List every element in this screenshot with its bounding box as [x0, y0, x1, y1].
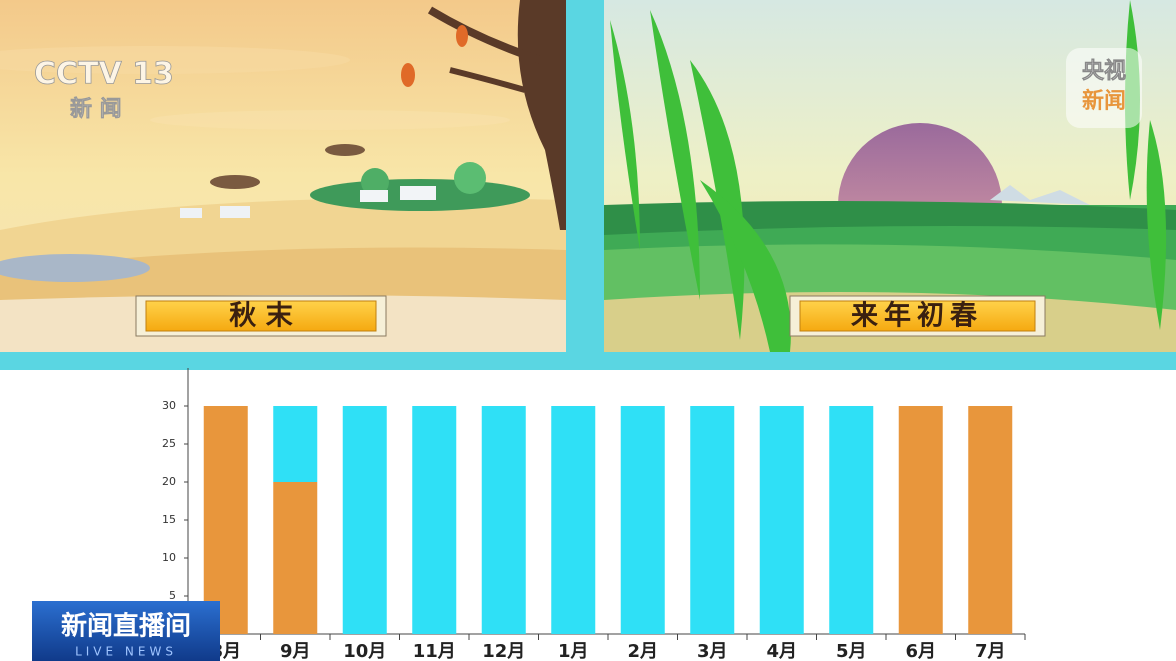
x-tick-label: 9月	[280, 641, 311, 661]
x-tick-label: 4月	[766, 641, 797, 661]
bar	[759, 406, 804, 634]
x-tick-label: 12月	[482, 641, 525, 661]
scene-label: 秋 末	[229, 301, 292, 332]
bar	[551, 406, 596, 634]
corner-logo-bottom: 新闻	[1082, 88, 1126, 114]
y-tick-label: 15	[162, 513, 176, 526]
bar	[620, 406, 665, 634]
program-logo: 新闻直播间 LIVE NEWS	[32, 601, 220, 661]
corner-logo-top: 央视	[1082, 58, 1126, 84]
scene-label: 来年初春	[851, 300, 983, 332]
y-tick-label: 30	[162, 399, 176, 412]
y-tick-label: 10	[162, 551, 176, 564]
bar	[968, 406, 1013, 634]
x-tick-label: 5月	[836, 641, 867, 661]
y-tick-label: 20	[162, 475, 176, 488]
bar	[690, 406, 735, 634]
bar	[898, 406, 943, 634]
program-title: 新闻直播间	[61, 611, 191, 642]
x-tick-label: 11月	[413, 641, 456, 661]
x-tick-label: 3月	[697, 641, 728, 661]
x-tick-label: 7月	[975, 641, 1006, 661]
y-tick-label: 5	[169, 589, 176, 602]
x-tick-label: 10月	[343, 641, 386, 661]
bar	[342, 406, 387, 634]
program-sub: LIVE NEWS	[75, 645, 177, 659]
bar	[273, 406, 318, 482]
y-tick-label: 25	[162, 437, 176, 450]
x-tick-label: 6月	[905, 641, 936, 661]
bar	[481, 406, 526, 634]
channel-logo: CCTV 13	[34, 57, 174, 92]
x-tick-label: 1月	[558, 641, 589, 661]
corner-logo	[1066, 48, 1142, 128]
channel-sub: 新 闻	[70, 96, 122, 122]
bar	[829, 406, 874, 634]
bar	[273, 482, 318, 634]
autumn-scene: 秋 末	[0, 0, 566, 352]
x-tick-label: 2月	[627, 641, 658, 661]
bar	[412, 406, 457, 634]
spring-scene: 来年初春	[604, 0, 1176, 352]
bar	[203, 406, 248, 634]
